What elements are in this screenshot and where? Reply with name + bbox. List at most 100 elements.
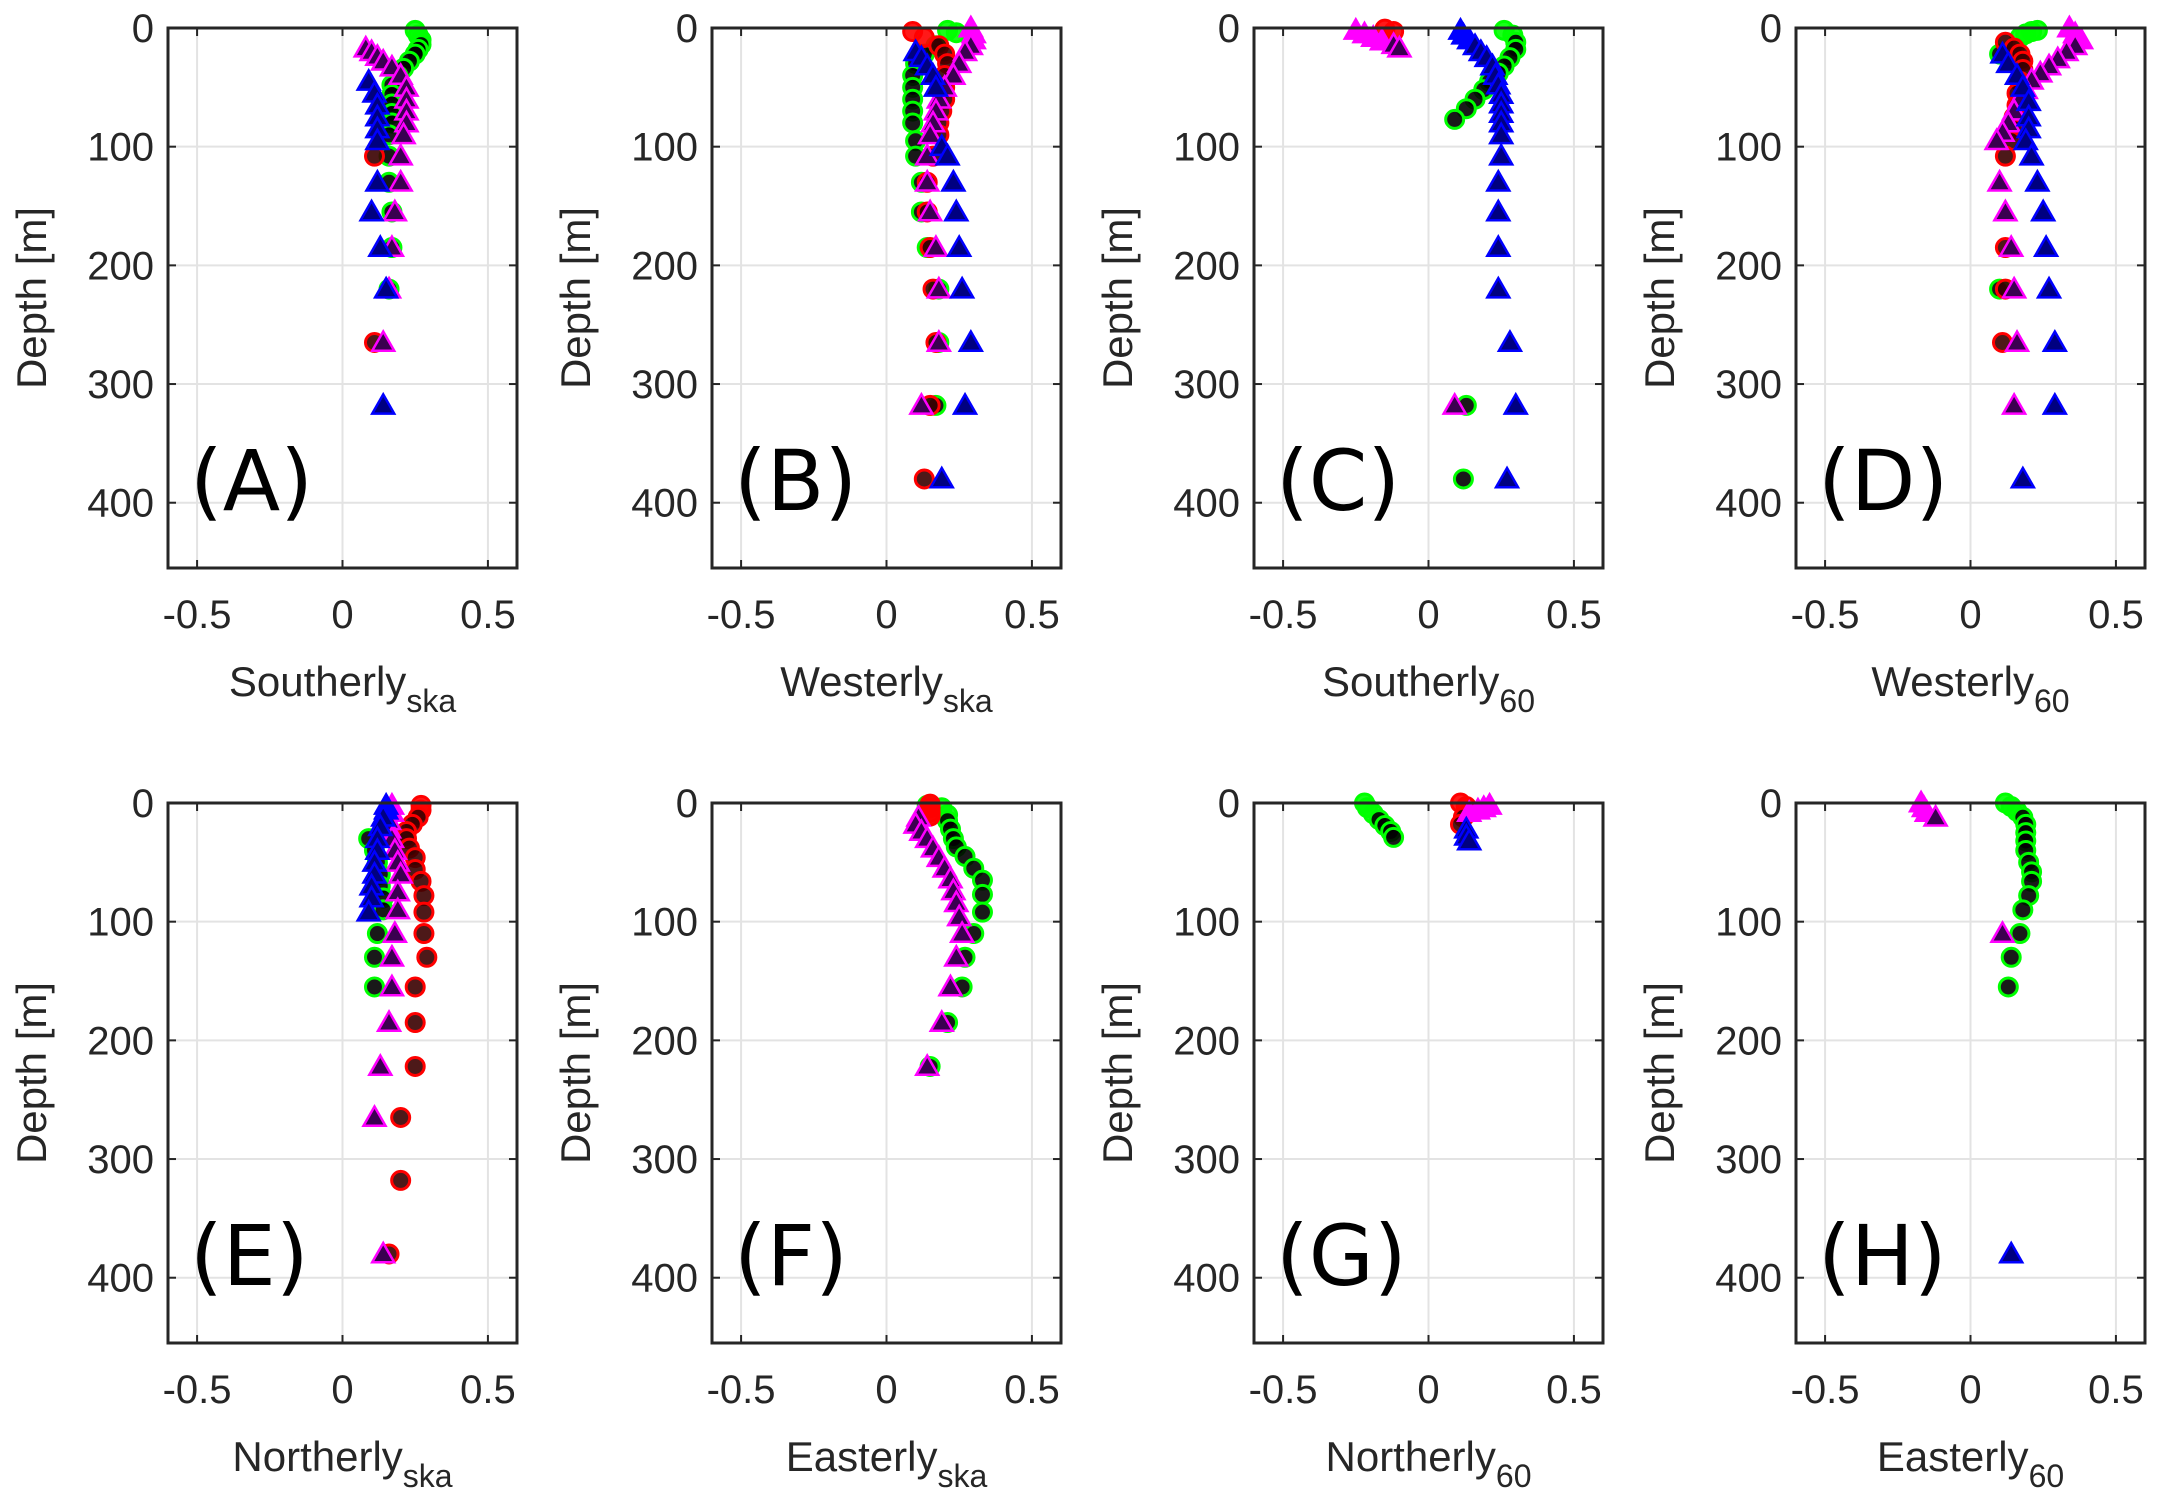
x-axis-label: Southerly60 <box>1322 658 1535 719</box>
data-point-triangle <box>1441 391 1468 415</box>
data-point-triangle <box>925 275 953 299</box>
x-tick-label: 0 <box>331 1368 353 1412</box>
series-triangle <box>902 38 984 489</box>
data-point-circle <box>416 946 438 968</box>
data-point-circle <box>404 1055 426 1077</box>
panel-e: -0.5 0 0.5 0 100 200 300 400 (E) Depth [m] Norther… <box>8 782 519 1494</box>
y-tick-label: 400 <box>1173 1257 1240 1301</box>
data-point-triangle <box>2018 142 2045 166</box>
x-tick-label: 0 <box>331 593 353 637</box>
y-tick-label: 100 <box>87 126 154 170</box>
x-tick-label: -0.5 <box>1249 593 1318 637</box>
data-point-triangle <box>943 943 970 967</box>
data-point-triangle <box>355 898 382 922</box>
data-point-triangle <box>1485 198 1512 222</box>
x-tick-label: 0.5 <box>2088 593 2144 637</box>
data-point-triangle <box>378 943 406 967</box>
x-tick-label: 0 <box>875 593 897 637</box>
x-tick-label: -0.5 <box>1791 593 1860 637</box>
y-tick-label: 400 <box>631 1257 698 1301</box>
data-point-triangle <box>370 328 397 353</box>
data-point-circle <box>390 1169 412 1191</box>
data-point-circle <box>404 1012 426 1034</box>
data-point-triangle <box>1502 391 1529 415</box>
y-tick-label: 300 <box>631 1138 698 1182</box>
data-point-circle <box>404 976 426 998</box>
data-point-circle <box>390 1107 412 1129</box>
panel-d: -0.5 0 0.5 0 100 200 300 400 (D) Depth [m] Westerl… <box>1636 7 2147 719</box>
data-point-triangle <box>364 127 391 151</box>
y-axis-label: Depth [m] <box>552 207 599 389</box>
x-tick-label: 0.5 <box>1004 1368 1060 1412</box>
axes-frame <box>1794 26 2147 570</box>
x-tick-label: 0.5 <box>2088 1368 2144 1412</box>
panel-b: -0.5 0 0.5 0 100 200 300 400 (B) Depth [m] Westerl… <box>552 7 1063 719</box>
axes-frame <box>710 801 1063 1345</box>
data-point-triangle <box>2035 275 2063 299</box>
data-point-triangle <box>946 234 973 258</box>
data-point-triangle <box>940 168 967 192</box>
y-axis-label: Depth [m] <box>1094 207 1141 389</box>
y-tick-label: 300 <box>1173 1138 1240 1182</box>
x-tick-label: 0 <box>875 1368 897 1412</box>
x-axis-label-subscript: ska <box>406 683 456 719</box>
y-tick-label: 300 <box>631 363 698 407</box>
data-point-circle <box>902 112 924 134</box>
axes-frame <box>1252 801 1605 1345</box>
data-point-triangle <box>390 121 417 145</box>
data-point-circle <box>1444 108 1466 130</box>
y-axis-label: Depth [m] <box>1094 982 1141 1164</box>
data-point-triangle <box>384 896 411 920</box>
panel-label: (C) <box>1276 432 1400 530</box>
data-point-triangle <box>1989 920 2016 944</box>
series-triangle <box>355 67 400 415</box>
data-point-circle <box>363 976 385 998</box>
data-point-triangle <box>381 920 409 944</box>
x-tick-label: 0 <box>1959 593 1981 637</box>
data-point-triangle <box>922 73 950 97</box>
y-axis-label: Depth [m] <box>8 207 55 389</box>
panel-c: -0.5 0 0.5 0 100 200 300 400 (C) Depth [m] Souther… <box>1094 7 1605 719</box>
data-point-triangle <box>914 1052 941 1076</box>
data-point-circle <box>913 468 935 490</box>
series-circle <box>1994 792 2043 998</box>
y-tick-label: 0 <box>1218 7 1240 51</box>
data-point-triangle <box>364 168 391 192</box>
axes-frame <box>166 801 519 1345</box>
x-axis-label-subscript: ska <box>403 1458 453 1494</box>
y-tick-label: 200 <box>87 1019 154 1063</box>
data-point-triangle <box>1922 803 1949 827</box>
data-point-triangle <box>928 465 955 489</box>
y-tick-label: 100 <box>1173 126 1240 170</box>
data-point-triangle <box>2032 234 2060 258</box>
data-point-triangle <box>1456 827 1483 851</box>
data-point-triangle <box>1983 127 2010 151</box>
panel-h: -0.5 0 0.5 0 100 200 300 400 (H) Depth [m] Easterl… <box>1636 782 2147 1494</box>
y-tick-label: 0 <box>132 7 154 51</box>
data-point-triangle <box>358 198 385 222</box>
x-tick-label: 0.5 <box>1546 1368 1602 1412</box>
x-tick-label: -0.5 <box>163 1368 232 1412</box>
x-axis-label: Westerly60 <box>1871 658 2069 719</box>
data-point-triangle <box>2000 275 2028 299</box>
x-axis-label: Northerlyska <box>232 1433 452 1494</box>
data-point-triangle <box>908 391 935 415</box>
panel-label: (B) <box>734 432 857 530</box>
axes-frame <box>710 26 1063 570</box>
series-triangle <box>902 803 976 1076</box>
data-point-triangle <box>387 860 414 884</box>
panel-g: -0.5 0 0.5 0 100 200 300 400 (G) Depth [m] Norther… <box>1094 782 1605 1494</box>
x-tick-label: -0.5 <box>163 593 232 637</box>
axes-frame <box>166 26 519 570</box>
y-tick-label: 200 <box>87 244 154 288</box>
panel-label: (D) <box>1818 432 1948 530</box>
data-point-triangle <box>934 142 961 166</box>
data-point-triangle <box>2009 465 2037 489</box>
data-point-triangle <box>2041 391 2068 415</box>
x-axis-label: Southerlyska <box>229 658 456 719</box>
y-tick-label: 0 <box>132 782 154 826</box>
y-tick-label: 400 <box>1715 482 1782 526</box>
y-tick-label: 400 <box>1715 1257 1782 1301</box>
x-tick-label: 0 <box>1417 1368 1439 1412</box>
